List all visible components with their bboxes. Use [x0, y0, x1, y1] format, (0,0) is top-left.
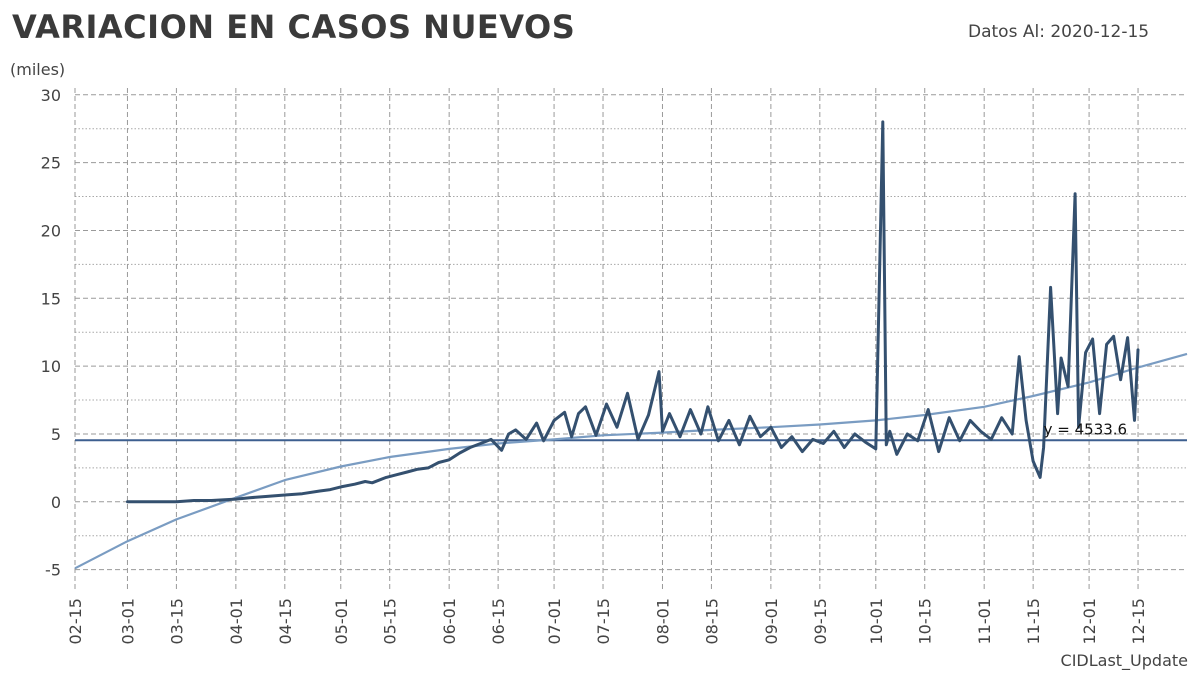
x-tick-label: 03-01 [118, 598, 137, 645]
x-tick-label: 02-15 [66, 598, 85, 645]
x-tick-label: 06-01 [440, 598, 459, 645]
mean-annotation: y = 4533.6 [1044, 420, 1127, 438]
x-tick-label: 10-01 [867, 598, 886, 645]
x-tick-label: 05-01 [332, 598, 351, 645]
x-tick-label: 04-15 [276, 598, 295, 645]
x-tick-label: 10-15 [916, 598, 935, 645]
grid [74, 88, 1187, 590]
x-tick-label: 05-15 [381, 598, 400, 645]
x-tick-label: 08-01 [653, 598, 672, 645]
series-line [126, 120, 1140, 504]
x-tick-label: 07-15 [594, 598, 613, 645]
x-tick-label: 11-15 [1024, 598, 1043, 645]
y-tick-label: 0 [51, 493, 61, 512]
x-tick-label: 06-15 [489, 598, 508, 645]
x-tick-label: 11-01 [975, 598, 994, 645]
y-tick-label: 15 [41, 289, 61, 308]
x-tick-label: 03-15 [167, 598, 186, 645]
y-tick-label: -5 [45, 561, 61, 580]
y-tick-label: 20 [41, 221, 61, 240]
series-layer [74, 120, 1188, 570]
y-tick-label: 10 [41, 357, 61, 376]
y-tick-label: 25 [41, 154, 61, 173]
x-tick-label: 08-15 [702, 598, 721, 645]
data-date-label: Datos Al: 2020-12-15 [968, 22, 1150, 42]
x-tick-label: 07-01 [545, 598, 564, 645]
x-tick-label: 12-01 [1080, 598, 1099, 645]
x-axis-ticks: 02-15 03-01 03-15 04-01 04-15 05-01 05-15 06-01… [66, 598, 1148, 645]
x-tick-label: 12-15 [1129, 598, 1148, 645]
chart-title: VARIACION EN CASOS NUEVOS [12, 8, 576, 46]
x-axis-label: CIDLast_Update [1060, 651, 1188, 670]
y-axis-unit-label: (miles) [10, 60, 66, 79]
x-tick-label: 09-01 [762, 598, 781, 645]
y-tick-label: 30 [41, 86, 61, 105]
x-tick-label: 09-15 [811, 598, 830, 645]
x-tick-label: 04-01 [227, 598, 246, 645]
y-axis-ticks: -5 0 5 10 15 20 25 30 [41, 86, 61, 580]
y-tick-label: 5 [51, 425, 61, 444]
trend-line [74, 352, 1188, 570]
